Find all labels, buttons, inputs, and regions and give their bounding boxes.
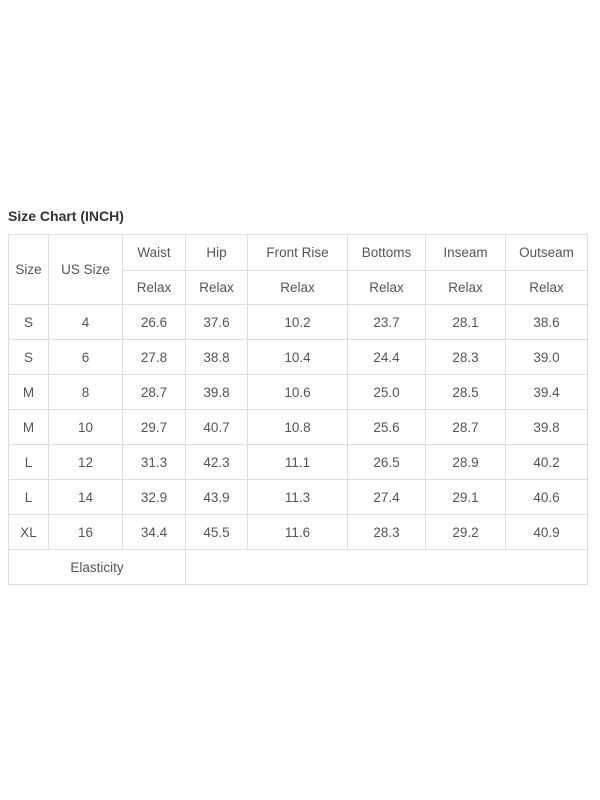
cell-inseam: 28.9	[425, 444, 506, 480]
elasticity-row: Elasticity	[8, 549, 588, 585]
cell-inseam: 28.5	[425, 374, 506, 410]
cell-hip: 42.3	[185, 444, 248, 480]
cell-us-size: 12	[48, 444, 123, 480]
cell-us-size: 4	[48, 304, 123, 340]
col-header-size: Size	[8, 234, 49, 305]
cell-hip: 43.9	[185, 479, 248, 515]
cell-waist: 31.3	[122, 444, 186, 480]
size-chart-table: Size US Size Waist Hip Front Rise Bottom…	[8, 234, 588, 585]
cell-inseam: 28.1	[425, 304, 506, 340]
cell-size: M	[8, 374, 49, 410]
size-chart-section: Size Chart (INCH) Size US Size Waist Hip…	[8, 208, 588, 585]
cell-hip: 39.8	[185, 374, 248, 410]
fit-cell-waist: Relax	[122, 270, 186, 305]
cell-waist: 27.8	[122, 339, 186, 375]
cell-size: L	[8, 479, 49, 515]
table-row: L 14 32.9 43.9 11.3 27.4 29.1 40.6	[8, 479, 588, 515]
cell-waist: 34.4	[122, 514, 186, 550]
cell-bottoms: 23.7	[347, 304, 426, 340]
cell-hip: 37.6	[185, 304, 248, 340]
cell-us-size: 16	[48, 514, 123, 550]
header-row-measurements: Size US Size Waist Hip Front Rise Bottom…	[8, 234, 588, 305]
cell-outseam: 39.8	[505, 409, 588, 445]
cell-waist: 32.9	[122, 479, 186, 515]
cell-front-rise: 10.6	[247, 374, 348, 410]
cell-us-size: 10	[48, 409, 123, 445]
col-header-inseam: Inseam	[425, 234, 506, 271]
fit-cell-hip: Relax	[185, 270, 248, 305]
cell-outseam: 40.9	[505, 514, 588, 550]
fit-cell-bottoms: Relax	[347, 270, 426, 305]
cell-size: S	[8, 339, 49, 375]
cell-us-size: 6	[48, 339, 123, 375]
cell-bottoms: 24.4	[347, 339, 426, 375]
table-row: XL 16 34.4 45.5 11.6 28.3 29.2 40.9	[8, 514, 588, 550]
fit-cell-outseam: Relax	[505, 270, 588, 305]
col-header-us-size: US Size	[48, 234, 123, 305]
cell-front-rise: 10.2	[247, 304, 348, 340]
cell-front-rise: 10.8	[247, 409, 348, 445]
cell-us-size: 14	[48, 479, 123, 515]
cell-us-size: 8	[48, 374, 123, 410]
col-header-bottoms: Bottoms	[347, 234, 426, 271]
cell-front-rise: 11.3	[247, 479, 348, 515]
table-row: M 10 29.7 40.7 10.8 25.6 28.7 39.8	[8, 409, 588, 445]
cell-bottoms: 25.0	[347, 374, 426, 410]
cell-size: XL	[8, 514, 49, 550]
cell-waist: 29.7	[122, 409, 186, 445]
cell-inseam: 28.7	[425, 409, 506, 445]
cell-inseam: 29.2	[425, 514, 506, 550]
col-header-front-rise: Front Rise	[247, 234, 348, 271]
cell-size: M	[8, 409, 49, 445]
cell-inseam: 28.3	[425, 339, 506, 375]
header-row-fit: Relax Relax Relax Relax Relax Relax	[9, 270, 588, 305]
cell-hip: 38.8	[185, 339, 248, 375]
cell-front-rise: 10.4	[247, 339, 348, 375]
cell-front-rise: 11.6	[247, 514, 348, 550]
cell-hip: 45.5	[185, 514, 248, 550]
elasticity-value-cell	[185, 549, 588, 585]
elasticity-label-cell: Elasticity	[8, 549, 186, 585]
cell-front-rise: 11.1	[247, 444, 348, 480]
cell-outseam: 39.0	[505, 339, 588, 375]
fit-cell-front-rise: Relax	[247, 270, 348, 305]
col-header-outseam: Outseam	[505, 234, 588, 271]
cell-size: S	[8, 304, 49, 340]
cell-bottoms: 28.3	[347, 514, 426, 550]
fit-cell-inseam: Relax	[425, 270, 506, 305]
page-title: Size Chart (INCH)	[8, 208, 124, 224]
table-row: S 4 26.6 37.6 10.2 23.7 28.1 38.6	[8, 304, 588, 340]
cell-bottoms: 27.4	[347, 479, 426, 515]
cell-waist: 26.6	[122, 304, 186, 340]
cell-hip: 40.7	[185, 409, 248, 445]
cell-inseam: 29.1	[425, 479, 506, 515]
cell-waist: 28.7	[122, 374, 186, 410]
cell-outseam: 40.2	[505, 444, 588, 480]
cell-bottoms: 25.6	[347, 409, 426, 445]
table-row: S 6 27.8 38.8 10.4 24.4 28.3 39.0	[8, 339, 588, 375]
col-header-waist: Waist	[122, 234, 186, 271]
table-row: M 8 28.7 39.8 10.6 25.0 28.5 39.4	[8, 374, 588, 410]
cell-outseam: 38.6	[505, 304, 588, 340]
cell-size: L	[8, 444, 49, 480]
cell-outseam: 40.6	[505, 479, 588, 515]
col-header-hip: Hip	[185, 234, 248, 271]
cell-outseam: 39.4	[505, 374, 588, 410]
table-row: L 12 31.3 42.3 11.1 26.5 28.9 40.2	[8, 444, 588, 480]
cell-bottoms: 26.5	[347, 444, 426, 480]
